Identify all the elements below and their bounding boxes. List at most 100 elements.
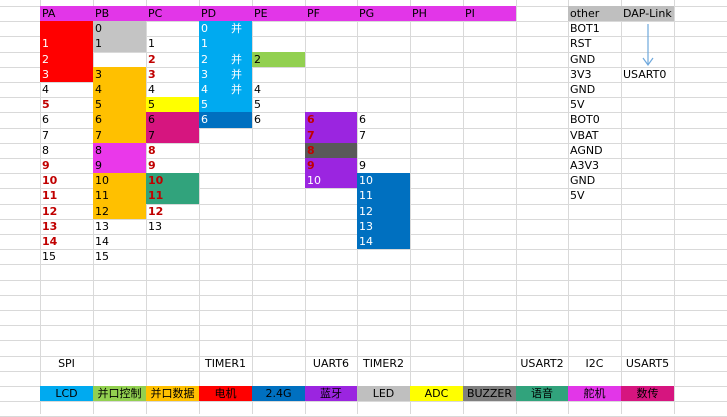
side-cell[interactable]: GND bbox=[570, 52, 596, 66]
pin-cell[interactable]: 14 bbox=[95, 235, 109, 248]
pin-cell[interactable]: 1 bbox=[199, 36, 252, 52]
pin-cell[interactable]: 11 bbox=[357, 188, 410, 204]
side-cell[interactable]: 5V bbox=[570, 189, 585, 203]
pin-cell[interactable]: 5 bbox=[42, 98, 50, 112]
pin-cell[interactable]: 7 bbox=[359, 128, 366, 142]
column-header[interactable]: PD bbox=[199, 6, 252, 22]
pin-cell[interactable]: 3 bbox=[93, 66, 146, 82]
column-header[interactable] bbox=[516, 6, 568, 21]
pin-cell[interactable]: 9 bbox=[93, 158, 146, 174]
pin-cell[interactable]: 6 bbox=[254, 113, 261, 127]
legend-item[interactable]: 并口控制 bbox=[93, 386, 146, 402]
pin-cell[interactable]: 4 bbox=[42, 83, 49, 96]
pin-cell[interactable]: 4 bbox=[254, 83, 261, 96]
side-cell[interactable]: GND bbox=[570, 174, 596, 188]
column-header[interactable]: PG bbox=[357, 6, 410, 22]
pin-cell[interactable]: 6 bbox=[146, 112, 199, 128]
pin-cell[interactable]: 8 bbox=[148, 143, 156, 157]
side-cell[interactable]: 3V3 bbox=[570, 67, 592, 81]
pin-cell[interactable] bbox=[40, 21, 93, 37]
pin-cell[interactable]: 11 bbox=[42, 189, 58, 203]
pin-cell[interactable]: 1 bbox=[148, 37, 155, 51]
column-header[interactable]: PF bbox=[305, 6, 357, 22]
pin-cell[interactable]: 8 bbox=[93, 142, 146, 158]
pin-cell[interactable]: 14 bbox=[357, 234, 410, 250]
column-header[interactable]: PI bbox=[463, 6, 516, 22]
pin-cell[interactable]: 10 bbox=[146, 173, 199, 189]
pin-cell[interactable]: 8 bbox=[42, 143, 49, 157]
pin-cell[interactable]: 12 bbox=[42, 204, 58, 218]
pin-cell[interactable]: 6 bbox=[305, 112, 357, 128]
function-label[interactable]: USART5 bbox=[625, 356, 670, 370]
column-header[interactable]: PB bbox=[93, 6, 146, 22]
pin-cell[interactable]: 11 bbox=[146, 188, 199, 204]
pin-cell[interactable]: 7 bbox=[305, 127, 357, 143]
column-header[interactable]: PH bbox=[410, 6, 463, 22]
side-cell[interactable]: 5V bbox=[570, 98, 585, 112]
column-header[interactable]: PA bbox=[40, 6, 93, 22]
pin-cell[interactable]: 4 bbox=[93, 82, 146, 98]
pin-cell[interactable]: 9 bbox=[148, 159, 156, 172]
pin-cell[interactable]: 2 bbox=[252, 51, 305, 67]
pin-cell[interactable]: 5 bbox=[146, 97, 199, 113]
pin-cell[interactable]: 10 bbox=[42, 174, 58, 188]
legend-item[interactable]: 舵机 bbox=[568, 386, 621, 402]
legend-item[interactable]: 语音 bbox=[516, 386, 568, 402]
pin-cell[interactable]: 5 bbox=[93, 97, 146, 113]
column-header[interactable]: DAP-Link bbox=[621, 6, 674, 22]
side-cell[interactable]: A3V3 bbox=[570, 159, 600, 172]
column-header[interactable]: PC bbox=[146, 6, 199, 22]
pin-cell[interactable]: 12 bbox=[148, 204, 164, 218]
side-cell[interactable]: BOT1 bbox=[570, 22, 600, 36]
pin-cell[interactable]: 11 bbox=[93, 188, 146, 204]
pin-cell[interactable]: 9 bbox=[305, 158, 357, 174]
pin-cell[interactable]: 0 bbox=[93, 21, 146, 37]
pin-cell[interactable]: 12 bbox=[93, 203, 146, 219]
pin-cell[interactable]: 5 bbox=[199, 97, 252, 113]
pin-cell[interactable]: 2 bbox=[148, 52, 156, 66]
pin-cell[interactable]: 5 bbox=[254, 98, 261, 112]
legend-item[interactable]: LCD bbox=[40, 386, 93, 402]
function-label[interactable]: TIMER2 bbox=[362, 356, 405, 370]
pin-cell[interactable]: 2 bbox=[40, 51, 93, 67]
pin-cell[interactable]: 9 bbox=[42, 159, 50, 172]
pin-cell[interactable]: 10 bbox=[93, 173, 146, 189]
pin-cell[interactable]: 15 bbox=[42, 250, 56, 264]
side-cell[interactable]: AGND bbox=[570, 143, 603, 157]
legend-item[interactable]: 并口数据 bbox=[146, 386, 199, 402]
pin-cell[interactable]: 7 bbox=[42, 128, 49, 142]
function-label[interactable]: USART2 bbox=[520, 356, 564, 370]
pin-cell[interactable]: 13 bbox=[42, 219, 58, 233]
pin-cell[interactable]: 6 bbox=[93, 112, 146, 128]
pin-cell[interactable]: 3 bbox=[148, 67, 156, 81]
side-cell[interactable]: GND bbox=[570, 83, 596, 96]
function-label[interactable]: SPI bbox=[58, 356, 75, 370]
pin-cell[interactable]: 1 bbox=[40, 36, 93, 52]
pin-cell[interactable]: 7 bbox=[146, 127, 199, 143]
function-label[interactable]: UART6 bbox=[312, 356, 350, 370]
legend-item[interactable]: 电机 bbox=[199, 386, 252, 402]
pin-cell[interactable]: 1 bbox=[93, 36, 146, 52]
legend-item[interactable]: LED bbox=[357, 386, 410, 402]
pin-cell[interactable]: 13 bbox=[357, 218, 410, 234]
column-header[interactable]: PE bbox=[252, 6, 305, 22]
legend-item[interactable]: BUZZER bbox=[463, 386, 516, 402]
legend-item[interactable]: 2.4G bbox=[252, 386, 305, 402]
pin-cell[interactable]: 14 bbox=[42, 235, 58, 248]
function-label[interactable]: TIMER1 bbox=[204, 356, 247, 370]
pin-cell[interactable]: 8 bbox=[305, 142, 357, 158]
function-label[interactable]: I2C bbox=[585, 356, 604, 370]
pin-cell[interactable]: 4 bbox=[148, 83, 155, 96]
pin-cell[interactable]: 6 bbox=[42, 113, 49, 127]
pin-cell[interactable]: 9 bbox=[359, 159, 366, 172]
pin-cell[interactable]: 3 bbox=[40, 66, 93, 82]
pin-cell[interactable]: 6 bbox=[199, 112, 252, 128]
side-cell[interactable]: VBAT bbox=[570, 128, 599, 142]
pin-cell[interactable]: 10 bbox=[305, 173, 357, 189]
pin-cell[interactable]: 15 bbox=[95, 250, 109, 264]
